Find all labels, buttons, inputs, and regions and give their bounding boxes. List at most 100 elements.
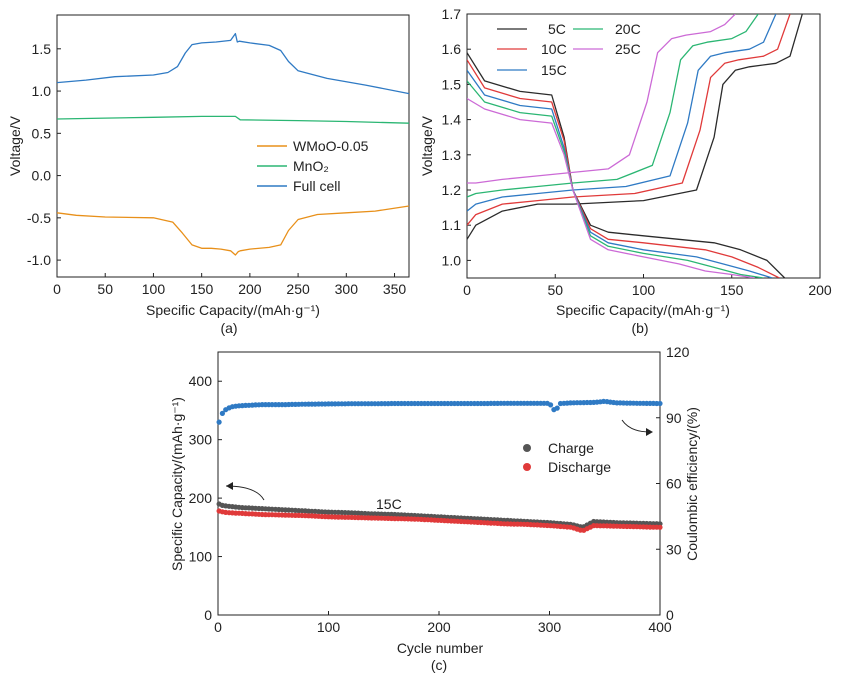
charge-curve-5c [467, 14, 803, 240]
y-tick-label: 1.1 [442, 217, 462, 233]
y2-tick-label: 60 [666, 476, 682, 492]
y2-tick-label: 30 [666, 541, 682, 557]
y2-tick-label: 90 [666, 410, 682, 426]
discharge-curve-10c [467, 59, 780, 278]
discharge-curve-20c [467, 80, 764, 278]
y-tick-label: 300 [189, 432, 213, 448]
panel-a-ticks: 0 50 100 150 200 250 300 350 -1.0 -0.5 0.0 0.5 1.0 1.… [27, 41, 407, 297]
marker-coulombic-efficiency [216, 419, 222, 425]
panel-a-ylabel: Voltage/V [7, 115, 23, 176]
x-tick-label: 200 [238, 281, 262, 297]
panel-c-annotation-15c: 15C [376, 496, 402, 512]
y-tick-label: 1.6 [442, 41, 462, 57]
y-tick-label: -0.5 [27, 210, 51, 226]
panel-b-label: (b) [631, 320, 648, 336]
panel-b: 0 50 100 150 200 1.0 1.1 1.2 1.3 1.4 1.5 1.6 1.7 Spe… [419, 6, 832, 336]
right-axis-arrow [621, 419, 651, 433]
x-tick-label: 0 [214, 619, 222, 635]
panel-c-legend: Charge Discharge [523, 440, 611, 475]
y-tick-label: 1.0 [442, 252, 462, 268]
y-tick-label: -1.0 [27, 252, 51, 268]
panel-b-plot-frame [466, 13, 821, 279]
x-tick-label: 0 [53, 281, 61, 297]
y-tick-label: 1.7 [442, 6, 462, 22]
discharge-curve-15c [467, 69, 773, 278]
y-tick-label: 1.5 [32, 41, 52, 57]
x-tick-label: 300 [538, 619, 562, 635]
charge-curve-10c [467, 14, 791, 226]
charge-curve-25c [467, 14, 736, 184]
panel-a: 0 50 100 150 200 250 300 350 -1.0 -0.5 0.0 0.5 1.0 1.… [7, 14, 410, 336]
legend-label-10c: 10C [541, 41, 567, 57]
panel-b-ticks: 0 50 100 150 200 1.0 1.1 1.2 1.3 1.4 1.5 1.6 1.7 [442, 6, 832, 298]
legend-label-5c: 5C [548, 21, 566, 37]
y2-tick-label: 0 [666, 607, 674, 623]
x-tick-label: 300 [335, 281, 359, 297]
panel-a-xlabel: Specific Capacity/(mAh·g⁻¹) [146, 302, 320, 318]
legend-label-20c: 20C [615, 21, 641, 37]
legend-label-discharge: Discharge [548, 459, 611, 475]
y-tick-label: 100 [189, 549, 213, 565]
panel-b-lines [467, 14, 803, 278]
y-tick-label: 1.2 [442, 182, 462, 198]
x-tick-label: 100 [632, 282, 656, 298]
marker-coulombic-efficiency [657, 400, 663, 407]
x-tick-label: 200 [808, 282, 832, 298]
series-line-mno [56, 115, 410, 124]
panel-c-label: (c) [431, 657, 447, 673]
y-tick-label: 1.0 [32, 83, 52, 99]
panel-b-legend: 5C 10C 15C 20C 25C [497, 21, 641, 78]
charge-curve-20c [467, 14, 759, 198]
panel-a-plot-frame [56, 14, 410, 278]
x-tick-label: 400 [648, 619, 672, 635]
series-line-wmoo-0-05 [56, 205, 410, 256]
discharge-curve-5c [467, 52, 786, 278]
legend-marker-charge [523, 444, 531, 452]
panel-b-xlabel: Specific Capacity/(mAh·g⁻¹) [556, 302, 730, 318]
discharge-curve-25c [467, 97, 755, 278]
panel-c-points [216, 398, 663, 533]
y-tick-label: 0.0 [32, 168, 52, 184]
y-tick-label: 0 [204, 607, 212, 623]
x-tick-label: 50 [547, 282, 563, 298]
right-axis-arrowhead-icon [646, 428, 653, 436]
legend-label-25c: 25C [615, 41, 641, 57]
panel-a-legend: WMoO-0.05 MnO₂ Full cell [257, 138, 369, 194]
marker-discharge [657, 524, 663, 530]
left-axis-arrowhead-icon [226, 482, 233, 490]
x-tick-label: 50 [97, 281, 113, 297]
x-tick-label: 100 [317, 619, 341, 635]
marker-coulombic-efficiency [219, 410, 225, 416]
y-tick-label: 1.4 [442, 112, 462, 128]
y-tick-label: 400 [189, 373, 213, 389]
marker-coulombic-efficiency [548, 402, 554, 408]
panel-c-y2label: Coulombic efficiency/(%) [684, 407, 700, 561]
x-tick-label: 250 [286, 281, 310, 297]
y-tick-label: 200 [189, 490, 213, 506]
x-tick-label: 200 [427, 619, 451, 635]
x-tick-label: 0 [463, 282, 471, 298]
panel-b-ylabel: Voltage/V [419, 115, 435, 176]
legend-label-wmoo: WMoO-0.05 [293, 138, 369, 154]
x-tick-label: 100 [142, 281, 166, 297]
legend-label-mno2: MnO₂ [293, 158, 329, 174]
legend-label-full-cell: Full cell [293, 178, 340, 194]
x-tick-label: 150 [720, 282, 744, 298]
panel-a-lines [56, 32, 410, 256]
y-tick-label: 1.3 [442, 147, 462, 163]
panel-c-plot-frame [217, 351, 661, 616]
legend-marker-discharge [523, 463, 531, 471]
x-tick-label: 350 [383, 281, 407, 297]
y-tick-label: 1.5 [442, 76, 462, 92]
series-line-full-cell [56, 32, 410, 95]
x-tick-label: 150 [190, 281, 214, 297]
panel-a-label: (a) [220, 320, 237, 336]
legend-label-charge: Charge [548, 440, 594, 456]
y-tick-label: 0.5 [32, 125, 52, 141]
legend-label-15c: 15C [541, 62, 567, 78]
y2-tick-label: 120 [666, 344, 690, 360]
marker-coulombic-efficiency [554, 405, 560, 411]
